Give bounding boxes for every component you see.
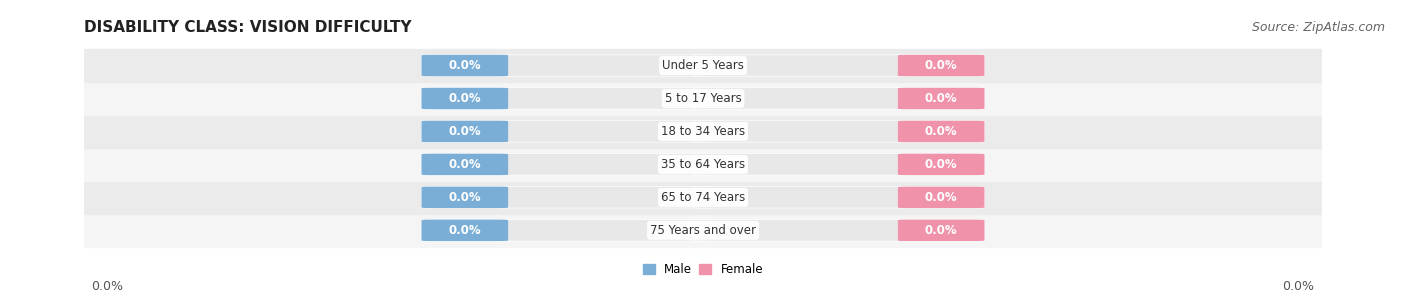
Text: 0.0%: 0.0%: [925, 59, 957, 72]
FancyBboxPatch shape: [422, 154, 508, 175]
Text: 0.0%: 0.0%: [925, 125, 957, 138]
Text: 0.0%: 0.0%: [449, 59, 481, 72]
FancyBboxPatch shape: [422, 55, 713, 76]
FancyBboxPatch shape: [693, 55, 984, 76]
FancyBboxPatch shape: [898, 121, 984, 142]
Text: 5 to 17 Years: 5 to 17 Years: [665, 92, 741, 105]
Bar: [84, 49, 1322, 82]
Text: 0.0%: 0.0%: [449, 125, 481, 138]
FancyBboxPatch shape: [898, 55, 984, 76]
Text: 18 to 34 Years: 18 to 34 Years: [661, 125, 745, 138]
Text: 0.0%: 0.0%: [925, 191, 957, 204]
FancyBboxPatch shape: [422, 88, 713, 109]
FancyBboxPatch shape: [422, 220, 713, 241]
FancyBboxPatch shape: [422, 55, 508, 76]
FancyBboxPatch shape: [898, 187, 984, 208]
Text: 0.0%: 0.0%: [925, 92, 957, 105]
Text: Under 5 Years: Under 5 Years: [662, 59, 744, 72]
FancyBboxPatch shape: [898, 220, 984, 241]
Text: 0.0%: 0.0%: [91, 280, 124, 293]
FancyBboxPatch shape: [422, 121, 508, 142]
Text: 0.0%: 0.0%: [449, 224, 481, 237]
Bar: [84, 181, 1322, 214]
Text: 0.0%: 0.0%: [449, 158, 481, 171]
FancyBboxPatch shape: [693, 220, 984, 241]
Text: 35 to 64 Years: 35 to 64 Years: [661, 158, 745, 171]
FancyBboxPatch shape: [422, 187, 508, 208]
FancyBboxPatch shape: [693, 88, 984, 109]
Text: Source: ZipAtlas.com: Source: ZipAtlas.com: [1251, 21, 1385, 34]
Legend: Male, Female: Male, Female: [638, 259, 768, 281]
Text: 0.0%: 0.0%: [449, 92, 481, 105]
FancyBboxPatch shape: [422, 88, 508, 109]
Text: DISABILITY CLASS: VISION DIFFICULTY: DISABILITY CLASS: VISION DIFFICULTY: [84, 20, 412, 35]
Bar: [84, 214, 1322, 247]
FancyBboxPatch shape: [898, 88, 984, 109]
Text: 0.0%: 0.0%: [925, 158, 957, 171]
Bar: [84, 115, 1322, 148]
Text: 0.0%: 0.0%: [449, 191, 481, 204]
FancyBboxPatch shape: [422, 220, 508, 241]
Text: 0.0%: 0.0%: [925, 224, 957, 237]
FancyBboxPatch shape: [693, 187, 984, 208]
FancyBboxPatch shape: [693, 154, 984, 175]
Bar: [84, 148, 1322, 181]
Text: 65 to 74 Years: 65 to 74 Years: [661, 191, 745, 204]
FancyBboxPatch shape: [422, 187, 713, 208]
Text: 0.0%: 0.0%: [1282, 280, 1315, 293]
FancyBboxPatch shape: [422, 121, 713, 142]
Text: 75 Years and over: 75 Years and over: [650, 224, 756, 237]
FancyBboxPatch shape: [898, 154, 984, 175]
FancyBboxPatch shape: [693, 121, 984, 142]
Bar: [84, 82, 1322, 115]
FancyBboxPatch shape: [422, 154, 713, 175]
